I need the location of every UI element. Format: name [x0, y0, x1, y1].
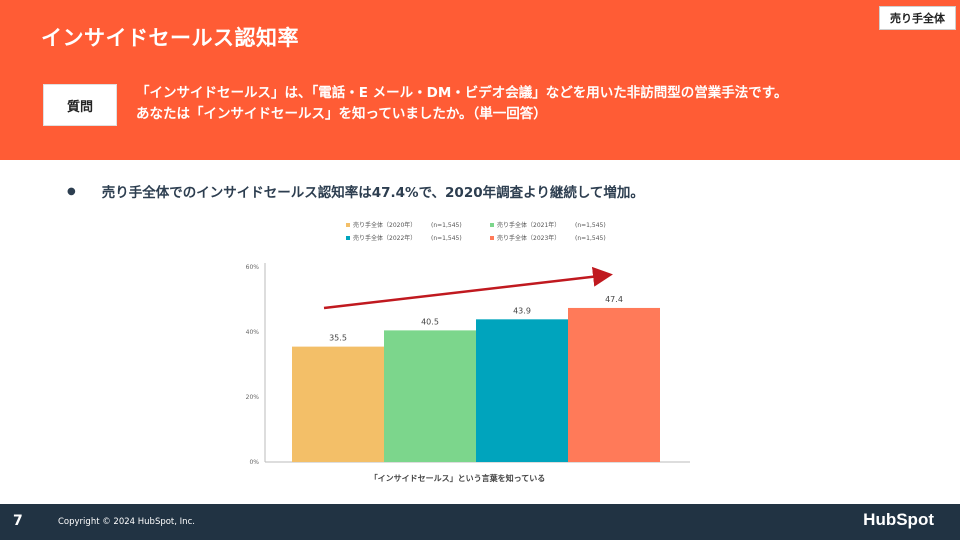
legend-label-4: 売り手全体（2023年） — [497, 234, 560, 242]
summary-text: 売り手全体でのインサイドセールス認知率は47.4%で、2020年調査より継続して… — [101, 185, 644, 201]
y-tick-label-0pct: 0% — [249, 459, 259, 466]
chart-container: 売り手全体（2020年） (n=1,545) 売り手全体（2021年） (n=1,54… — [228, 215, 708, 490]
question-text: 「インサイドセールス」は、「電話・E メール・DM・ビデオ会議」などを用いた非訪… — [136, 83, 936, 125]
page-title: インサイドセールス認知率 — [41, 26, 299, 50]
copyright-text: Copyright © 2024 HubSpot, Inc. — [58, 517, 195, 527]
data-label-2: 40.5 — [421, 317, 439, 326]
trend-arrow — [323, 266, 613, 310]
data-label-3: 43.9 — [513, 306, 531, 315]
data-label-1: 35.5 — [329, 334, 347, 343]
y-tick-label-60pct: 60% — [246, 264, 260, 271]
legend-label-1: 売り手全体（2020年） — [353, 221, 416, 229]
x-category-label: 「インサイドセールス」という言葉を知っている — [370, 473, 546, 483]
legend-n-3: (n=1,545) — [431, 235, 462, 242]
legend-label-2: 売り手全体（2021年） — [497, 221, 560, 229]
bar-1 — [292, 346, 384, 462]
bar-2 — [384, 330, 476, 462]
question-label: 質問 — [66, 99, 93, 115]
bar-chart: 売り手全体（2020年） (n=1,545) 売り手全体（2021年） (n=1,54… — [246, 221, 690, 483]
bullet-dot-icon: ● — [67, 185, 76, 197]
question-label-box: 質問 — [43, 84, 117, 126]
question-line-2: あなたは「インサイドセールス」を知っていましたか。（単一回答） — [136, 106, 547, 122]
page-number: 7 — [13, 513, 23, 529]
y-tick-label-20pct: 20% — [246, 394, 260, 401]
legend-swatch-3 — [346, 236, 350, 240]
legend-swatch-4 — [490, 236, 494, 240]
hubspot-logo: HubSpot — [863, 510, 934, 529]
legend-n-1: (n=1,545) — [431, 222, 462, 229]
footer-bar: 7 Copyright © 2024 HubSpot, Inc. HubSpot — [0, 504, 960, 540]
bar-4 — [568, 307, 660, 462]
header-banner: インサイドセールス認知率 売り手全体 質問 「インサイドセールス」は、「電話・E… — [0, 0, 960, 160]
data-label-4: 47.4 — [605, 295, 623, 304]
legend-label-3: 売り手全体（2022年） — [353, 234, 416, 242]
summary-bullet: ● 売り手全体でのインサイドセールス認知率は47.4%で、2020年調査より継続… — [67, 181, 644, 201]
segment-badge: 売り手全体 — [879, 6, 956, 30]
legend-swatch-2 — [490, 223, 494, 227]
legend-swatch-1 — [346, 223, 350, 227]
question-line-1: 「インサイドセールス」は、「電話・E メール・DM・ビデオ会議」などを用いた非訪… — [136, 85, 788, 101]
legend-n-2: (n=1,545) — [575, 222, 606, 229]
y-tick-label-40pct: 40% — [246, 329, 260, 336]
bar-3 — [476, 319, 568, 462]
legend-n-4: (n=1,545) — [575, 235, 606, 242]
